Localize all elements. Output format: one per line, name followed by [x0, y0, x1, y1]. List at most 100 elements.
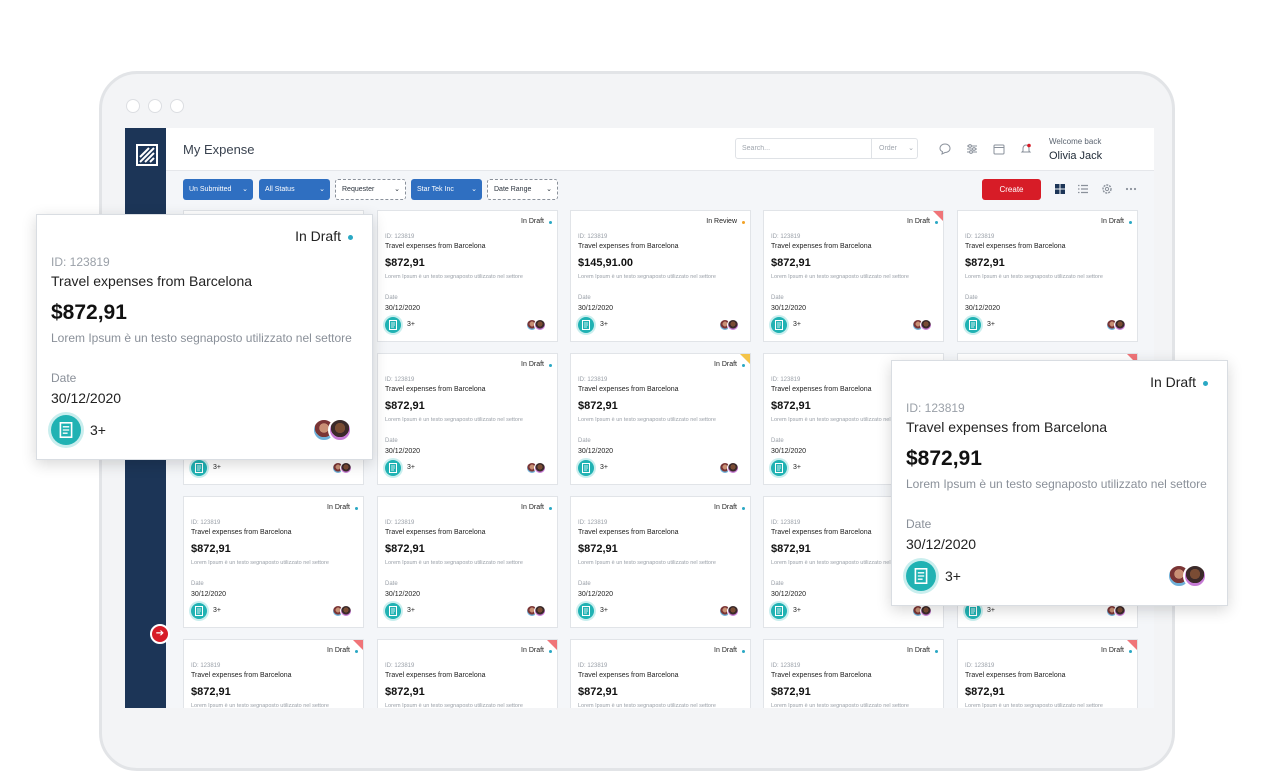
order-select[interactable]: Order ⌄ — [876, 139, 918, 158]
expense-title: Travel expenses from Barcelona — [578, 529, 679, 536]
expense-card-expanded[interactable]: In Draft ID: 123819 Travel expenses from B… — [891, 360, 1228, 606]
avatar — [534, 319, 546, 331]
expense-date: 30/12/2020 — [965, 305, 1001, 312]
expense-amount: $145,91.00 — [578, 257, 634, 269]
filter-company[interactable]: Star Tek Inc ⌄ — [411, 179, 482, 200]
status-label: In Draft — [714, 361, 737, 368]
avatar — [534, 605, 546, 617]
list-view-icon[interactable] — [1077, 183, 1089, 195]
expense-card[interactable]: In Draft ID: 123819 Travel expenses from B… — [377, 496, 558, 628]
expense-amount: $872,91 — [385, 257, 425, 269]
attachment-count: 3+ — [407, 607, 415, 614]
expense-card-expanded[interactable]: In Draft ID: 123819 Travel expenses from B… — [36, 214, 373, 460]
chevron-down-icon: ⌄ — [394, 186, 400, 193]
expense-title: Travel expenses from Barcelona — [771, 529, 872, 536]
document-icon[interactable] — [191, 460, 207, 476]
chat-icon[interactable] — [939, 143, 951, 155]
bell-icon[interactable] — [1020, 143, 1032, 155]
expense-date: 30/12/2020 — [771, 448, 807, 455]
status-label: In Draft — [907, 647, 930, 654]
filter-status[interactable]: All Status ⌄ — [259, 179, 330, 200]
expense-card[interactable]: In Draft ID: 123819 Travel expenses from B… — [377, 639, 558, 708]
window-controls — [126, 99, 184, 113]
filter-requester[interactable]: Requester ⌄ — [335, 179, 406, 200]
status-dot — [355, 507, 358, 510]
collapse-arrow-icon[interactable]: ➔ — [150, 624, 170, 644]
avatar — [340, 605, 352, 617]
expense-amount: $872,91 — [965, 686, 1005, 698]
avatar — [920, 319, 932, 331]
expense-id: ID: 123819 — [51, 255, 110, 269]
expense-amount: $872,91 — [771, 257, 811, 269]
gear-icon[interactable] — [1101, 183, 1113, 195]
expense-card[interactable]: In Draft ID: 123819 Travel expenses from B… — [377, 210, 558, 342]
expense-card[interactable]: In Draft ID: 123819 Travel expenses from B… — [957, 210, 1138, 342]
document-icon[interactable] — [578, 603, 594, 619]
sliders-icon[interactable] — [966, 143, 978, 155]
expense-card[interactable]: In Draft ID: 123819 Travel expenses from B… — [957, 639, 1138, 708]
expense-card[interactable]: In Draft ID: 123819 Travel expenses from B… — [763, 210, 944, 342]
search-input[interactable] — [736, 139, 872, 158]
grid-view-icon[interactable] — [1054, 183, 1066, 195]
expense-card[interactable]: In Review ID: 123819 Travel expenses from … — [570, 210, 751, 342]
expense-id: ID: 123819 — [771, 663, 801, 669]
expense-card[interactable]: In Draft ID: 123819 Travel expenses from B… — [570, 353, 751, 485]
expense-card[interactable]: In Draft ID: 123819 Travel expenses from B… — [183, 496, 364, 628]
expense-description: Lorem Ipsum è un testo segnaposto utiliz… — [965, 274, 1103, 280]
document-icon[interactable] — [51, 415, 81, 445]
document-icon[interactable] — [578, 317, 594, 333]
window-dot[interactable] — [170, 99, 184, 113]
document-icon[interactable] — [771, 460, 787, 476]
expense-amount: $872,91 — [51, 301, 127, 324]
filter-submission[interactable]: Un Submitted ⌄ — [183, 179, 253, 200]
status-dot — [742, 364, 745, 367]
expense-card[interactable]: In Draft ID: 123819 Travel expenses from B… — [763, 639, 944, 708]
filter-label: Requester — [342, 186, 375, 193]
document-icon[interactable] — [771, 603, 787, 619]
expense-amount: $872,91 — [385, 686, 425, 698]
document-icon[interactable] — [965, 317, 981, 333]
status-dot — [549, 650, 552, 653]
window-dot[interactable] — [148, 99, 162, 113]
expense-amount: $872,91 — [965, 257, 1005, 269]
document-icon[interactable] — [385, 317, 401, 333]
expense-amount: $872,91 — [191, 543, 231, 555]
document-icon[interactable] — [578, 460, 594, 476]
expense-card[interactable]: In Draft ID: 123819 Travel expenses from B… — [183, 639, 364, 708]
more-icon[interactable] — [1125, 183, 1137, 195]
priority-flag — [1127, 354, 1137, 364]
calendar-icon[interactable] — [993, 143, 1005, 155]
priority-flag — [1127, 640, 1137, 650]
date-label: Date — [906, 517, 932, 531]
attachment-count: 3+ — [213, 464, 221, 471]
status-dot — [355, 650, 358, 653]
avatar — [1114, 319, 1126, 331]
document-icon[interactable] — [965, 603, 981, 619]
expense-card[interactable]: In Draft ID: 123819 Travel expenses from B… — [377, 353, 558, 485]
expense-date: 30/12/2020 — [906, 536, 977, 552]
chevron-down-icon: ⌄ — [546, 186, 552, 193]
filter-label: Star Tek Inc — [417, 186, 454, 193]
document-icon[interactable] — [191, 603, 207, 619]
document-icon[interactable] — [385, 603, 401, 619]
document-icon[interactable] — [771, 317, 787, 333]
logo-icon[interactable] — [136, 144, 158, 166]
expense-card[interactable]: In Draft ID: 123819 Travel expenses from B… — [570, 639, 751, 708]
date-label: Date — [385, 295, 398, 301]
expense-title: Travel expenses from Barcelona — [771, 243, 872, 250]
expense-title: Travel expenses from Barcelona — [385, 243, 486, 250]
expense-description: Lorem Ipsum è un testo segnaposto utiliz… — [771, 560, 909, 566]
expense-card[interactable]: In Draft ID: 123819 Travel expenses from B… — [570, 496, 751, 628]
filter-date-range[interactable]: Date Range ⌄ — [487, 179, 558, 200]
document-icon[interactable] — [385, 460, 401, 476]
expense-amount: $872,91 — [906, 447, 982, 470]
document-icon[interactable] — [906, 561, 936, 591]
window-dot[interactable] — [126, 99, 140, 113]
expense-id: ID: 123819 — [385, 377, 415, 383]
create-button[interactable]: Create — [982, 179, 1041, 200]
attachment-count: 3+ — [793, 321, 801, 328]
status-label: In Draft — [1101, 647, 1124, 654]
date-label: Date — [385, 438, 398, 444]
expense-amount: $872,91 — [385, 543, 425, 555]
status-dot — [549, 364, 552, 367]
